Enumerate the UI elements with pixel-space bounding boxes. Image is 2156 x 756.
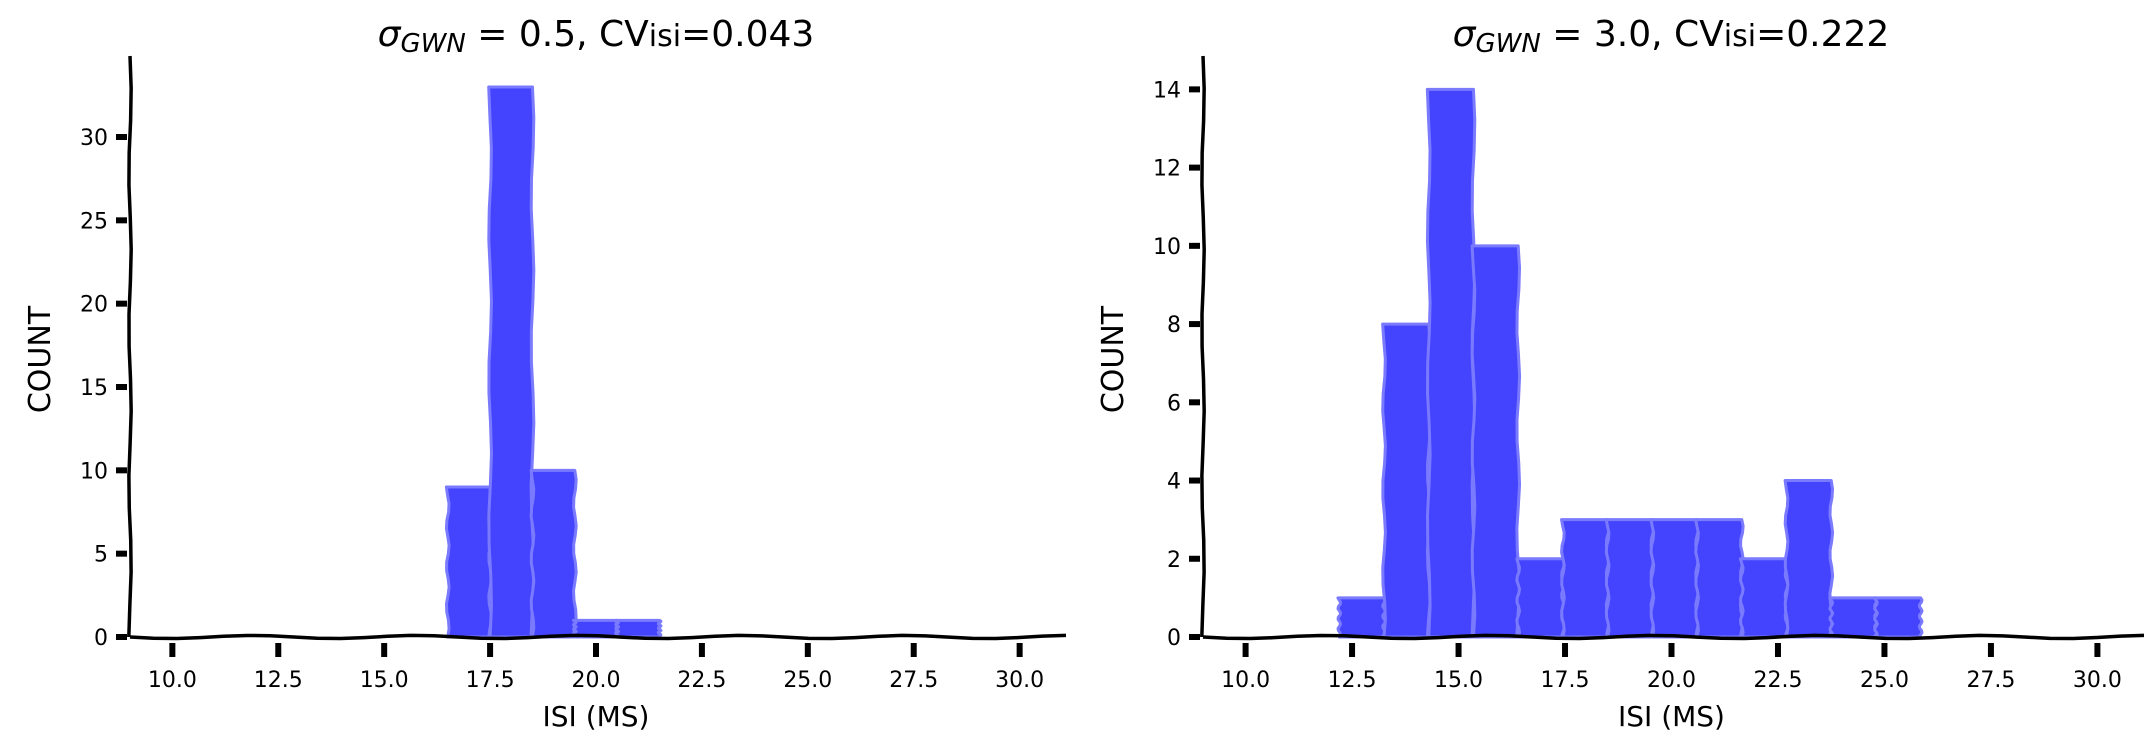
x-axis-label: ISI (MS) bbox=[543, 700, 650, 733]
y-tick-label: 2 bbox=[1167, 548, 1181, 573]
x-axis-label: ISI (MS) bbox=[1618, 700, 1725, 733]
y-axis-label: COUNT bbox=[1096, 305, 1131, 413]
y-tick-label: 14 bbox=[1153, 78, 1181, 103]
y-tick-label: 6 bbox=[1167, 391, 1181, 416]
y-tick-label: 0 bbox=[1167, 626, 1181, 651]
x-tick-label: 17.5 bbox=[1541, 668, 1590, 693]
histogram-bar bbox=[614, 618, 663, 639]
histogram-bar bbox=[1783, 479, 1835, 639]
x-axis-line bbox=[1202, 633, 2145, 641]
y-axis-line bbox=[127, 55, 133, 638]
y-tick-label: 30 bbox=[80, 126, 108, 151]
x-tick-label: 25.0 bbox=[783, 668, 832, 693]
x-tick-label: 22.5 bbox=[1753, 668, 1802, 693]
histogram-bar bbox=[1604, 518, 1656, 639]
x-tick-label: 27.5 bbox=[1966, 668, 2015, 693]
histogram-bar bbox=[1470, 244, 1522, 639]
x-tick-label: 20.0 bbox=[1647, 668, 1696, 693]
y-tick-label: 25 bbox=[80, 209, 108, 234]
y-tick-label: 10 bbox=[1153, 235, 1181, 260]
x-tick-label: 20.0 bbox=[572, 668, 621, 693]
y-tick-label: 10 bbox=[80, 459, 108, 484]
y-tick-label: 0 bbox=[94, 626, 108, 651]
histogram-bar bbox=[1560, 518, 1611, 639]
x-tick-label: 10.0 bbox=[148, 668, 197, 693]
histogram-bar bbox=[444, 485, 493, 639]
histogram-bar bbox=[529, 468, 578, 639]
histogram-bar bbox=[1738, 557, 1790, 639]
chart-title: σGWN = 0.5, CVisi=0.043 bbox=[378, 14, 815, 59]
histogram-bar bbox=[1649, 518, 1700, 639]
x-tick-label: 25.0 bbox=[1860, 668, 1909, 693]
histogram-bar bbox=[487, 85, 536, 639]
histogram-bar bbox=[1828, 596, 1879, 639]
histogram-panel-1: 0 5 10 15 20 25 30 10.0 12.5 15.0 17.5 20.0 22.5 25.0… bbox=[23, 14, 1067, 733]
histogram-bar bbox=[1425, 87, 1477, 639]
y-axis-line bbox=[1200, 55, 1206, 638]
histogram-bar bbox=[1336, 596, 1387, 639]
chart-title: σGWN = 3.0, CVisi=0.222 bbox=[1453, 14, 1890, 59]
x-tick-label: 30.0 bbox=[2073, 668, 2122, 693]
histogram-bar bbox=[1515, 557, 1566, 639]
x-tick-label: 15.0 bbox=[1434, 668, 1483, 693]
y-tick-label: 12 bbox=[1153, 157, 1181, 182]
y-axis-label: COUNT bbox=[23, 305, 58, 413]
histogram-panel-2: 0 2 4 6 8 10 12 14 10.0 12.5 15.0 17.5 20.0 22.5 25.0 2… bbox=[1096, 14, 2145, 733]
y-tick-label: 8 bbox=[1167, 313, 1181, 338]
x-axis-line bbox=[129, 633, 1067, 641]
x-tick-label: 27.5 bbox=[889, 668, 938, 693]
y-tick-label: 15 bbox=[80, 376, 108, 401]
x-tick-label: 17.5 bbox=[466, 668, 515, 693]
x-tick-label: 10.0 bbox=[1221, 668, 1270, 693]
y-tick-label: 4 bbox=[1167, 470, 1181, 495]
x-tick-label: 22.5 bbox=[677, 668, 726, 693]
y-tick-label: 20 bbox=[80, 293, 108, 318]
x-tick-label: 12.5 bbox=[254, 668, 303, 693]
histogram-bar bbox=[1694, 518, 1745, 639]
x-tick-label: 30.0 bbox=[995, 668, 1044, 693]
y-tick-label: 5 bbox=[94, 543, 108, 568]
histogram-bar bbox=[1381, 322, 1432, 639]
histogram-bar bbox=[1873, 596, 1924, 639]
x-tick-label: 12.5 bbox=[1328, 668, 1377, 693]
x-tick-label: 15.0 bbox=[360, 668, 409, 693]
